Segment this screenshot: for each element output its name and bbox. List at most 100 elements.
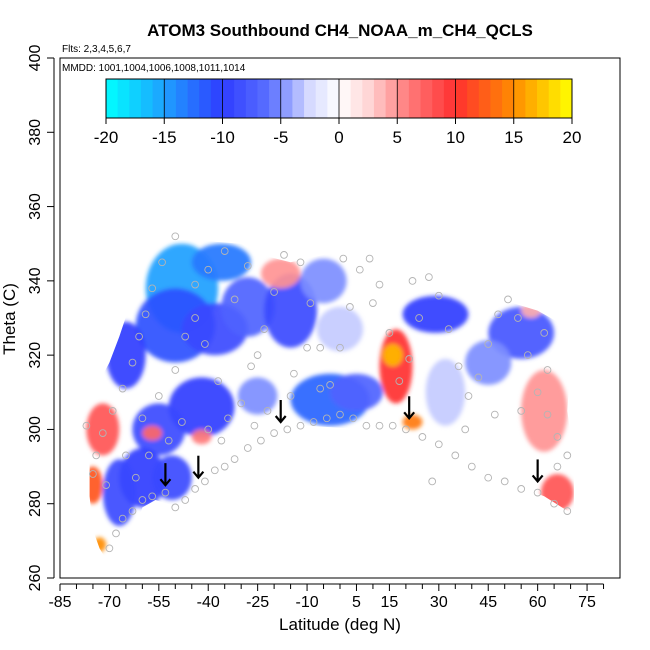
colorbar-segment-16 [292, 79, 305, 118]
colorbar-segment-4 [152, 79, 165, 118]
field-patch-31 [260, 258, 301, 289]
field-patch-7 [300, 258, 347, 304]
colorbar-segment-15 [280, 79, 293, 118]
y-tick-label: 280 [27, 490, 44, 517]
sample-point-63 [365, 254, 374, 263]
sample-point-105 [145, 451, 153, 460]
tropopause-arrow-2 [274, 400, 287, 424]
sample-point-90 [154, 392, 163, 400]
sample-point-65 [385, 329, 394, 337]
sample-point-110 [250, 421, 259, 430]
sample-point-68 [415, 314, 423, 322]
colorbar-tick-label: 0 [334, 128, 343, 147]
sample-point-69 [425, 273, 433, 281]
sample-point-1 [112, 529, 120, 538]
x-tick-label: 45 [479, 594, 497, 611]
sample-point-18 [296, 421, 305, 430]
chart-title: ATOM3 Southbound CH4_NOAA_m_CH4_QCLS [147, 21, 533, 40]
colorbar-segment-9 [210, 79, 223, 118]
sample-point-91 [171, 366, 180, 374]
sample-point-82 [553, 433, 562, 441]
sample-point-52 [247, 362, 255, 371]
sample-point-47 [191, 280, 199, 289]
y-tick-label: 260 [27, 565, 44, 592]
colorbar: -20 -15 -10 -5 0 5 10 15 20 [94, 78, 581, 147]
y-tick-label: 320 [27, 342, 44, 369]
sample-point-89 [138, 414, 147, 423]
sample-point-38 [98, 429, 107, 437]
tropopause-arrow-4 [531, 459, 544, 484]
colorbar-segment-29 [443, 79, 456, 118]
sample-point-9 [191, 485, 199, 493]
sample-point-70 [434, 291, 443, 300]
sample-point-67 [405, 355, 414, 363]
sample-point-117 [543, 366, 552, 374]
sample-point-40 [118, 384, 127, 393]
colorbar-tick-label: 15 [504, 128, 523, 147]
sample-points [82, 232, 572, 553]
sample-point-59 [326, 381, 334, 389]
sample-point-80 [533, 388, 542, 397]
sample-point-109 [217, 436, 226, 445]
sample-point-104 [131, 473, 140, 482]
colorbar-segment-18 [315, 79, 328, 118]
sample-point-23 [362, 421, 371, 430]
tropopause-arrows [159, 396, 544, 487]
field-patch-28 [92, 537, 107, 552]
colorbar-segment-33 [490, 79, 503, 118]
colorbar-segment-3 [140, 79, 153, 118]
sample-point-114 [461, 425, 470, 434]
sample-point-113 [316, 384, 325, 393]
sample-point-37 [92, 451, 101, 460]
colorbar-segment-25 [397, 79, 410, 118]
sample-point-61 [346, 303, 354, 311]
sample-point-17 [283, 425, 292, 434]
colorbar-segment-6 [175, 79, 188, 118]
sample-point-66 [395, 377, 404, 385]
sample-point-118 [428, 477, 437, 486]
colorbar-segment-36 [525, 79, 538, 118]
sample-point-111 [263, 407, 272, 415]
sample-point-33 [517, 485, 526, 493]
sample-point-46 [171, 232, 180, 241]
heatmap-field [79, 240, 574, 560]
field-patch-19 [465, 340, 512, 385]
sample-point-81 [543, 410, 552, 419]
sample-point-26 [402, 425, 410, 434]
sample-point-11 [210, 466, 219, 475]
sample-point-43 [141, 310, 150, 319]
sample-point-72 [454, 362, 463, 371]
colorbar-segment-12 [245, 79, 258, 118]
sample-point-44 [148, 284, 157, 293]
sample-point-50 [224, 414, 232, 423]
sample-point-64 [375, 280, 384, 289]
tropopause-arrow-3 [403, 396, 416, 421]
field-patch-14 [102, 459, 136, 526]
sample-point-27 [418, 433, 427, 441]
colorbar-segment-10 [222, 79, 235, 118]
colorbar-segment-11 [234, 79, 247, 118]
flights-subtitle: Flts: 2,3,4,5,6,7 [62, 44, 131, 55]
colorbar-tick-label: -10 [210, 128, 235, 147]
colorbar-segment-35 [513, 79, 526, 118]
field-patch-1 [191, 243, 251, 281]
x-tick-label: 30 [430, 594, 448, 611]
sample-point-60 [336, 343, 344, 352]
sample-point-76 [494, 310, 502, 319]
field-patch-27 [83, 466, 103, 504]
sample-point-75 [484, 340, 493, 348]
colorbar-segment-30 [455, 79, 468, 118]
colorbar-segment-26 [408, 79, 421, 118]
sample-point-57 [306, 299, 315, 307]
colorbar-segment-32 [478, 79, 491, 118]
sample-point-34 [533, 488, 542, 497]
sample-point-112 [286, 392, 295, 400]
colorbar-segment-34 [502, 79, 515, 118]
sample-point-29 [451, 451, 460, 460]
x-tick-label: 75 [578, 594, 596, 611]
field-patch-8 [316, 306, 364, 352]
sample-point-35 [550, 499, 558, 508]
sample-point-94 [204, 265, 213, 274]
sample-point-21 [336, 410, 344, 419]
field-patch-13 [152, 455, 192, 501]
